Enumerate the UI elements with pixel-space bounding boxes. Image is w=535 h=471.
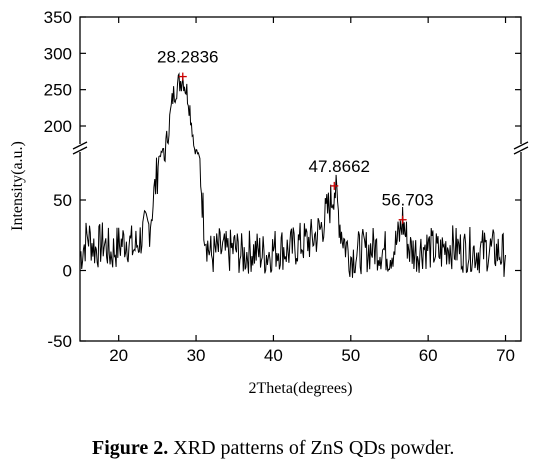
y-axis-break xyxy=(72,141,529,155)
peak-label-0: 28.2836 xyxy=(157,48,218,67)
y-tick-label-6: -50 xyxy=(47,332,72,351)
y-tick-label-1: 300 xyxy=(44,44,72,63)
peak-label-2: 56.703 xyxy=(382,191,434,210)
y-ticks: 350 300 250 200 50 0 -50 xyxy=(44,8,521,351)
plot-area: 28.2836 47.8662 56.703 xyxy=(79,48,506,278)
y-tick-label-4: 50 xyxy=(53,191,72,210)
y-break-slash-bottom-right xyxy=(513,146,529,155)
xrd-chart: 28.2836 47.8662 56.703 20 30 40 50 60 70 350 300… xyxy=(9,8,529,397)
y-tick-label-5: 0 xyxy=(63,262,72,281)
plot-frame xyxy=(79,16,522,342)
peak-markers: 28.2836 47.8662 56.703 xyxy=(157,48,434,224)
y-break-gap-left xyxy=(73,144,87,152)
figure-caption: Figure 2. XRD patterns of ZnS QDs powder… xyxy=(92,437,532,460)
caption-text: XRD patterns of ZnS QDs powder. xyxy=(168,437,455,459)
y-tick-label-3: 200 xyxy=(44,117,72,136)
x-tick-label-1: 30 xyxy=(187,346,206,365)
x-tick-label-3: 50 xyxy=(341,346,360,365)
x-ticks: 20 30 40 50 60 70 xyxy=(109,17,515,365)
x-tick-label-4: 60 xyxy=(419,346,438,365)
y-break-slash-top-right xyxy=(513,141,529,150)
y-tick-label-0: 350 xyxy=(44,8,72,27)
y-break-gap-right xyxy=(514,144,528,152)
y-break-slash-top-left xyxy=(72,141,88,150)
caption-figure-number: Figure 2. xyxy=(92,437,169,459)
axes: 20 30 40 50 60 70 350 300 250 200 50 0 -50 xyxy=(44,8,529,365)
x-tick-label-2: 40 xyxy=(264,346,283,365)
y-tick-label-2: 250 xyxy=(44,81,72,100)
y-break-slash-bottom-left xyxy=(72,146,88,155)
x-tick-label-0: 20 xyxy=(109,346,128,365)
y-axis-title: Intensity(a.u.) xyxy=(9,141,26,231)
peak-label-1: 47.8662 xyxy=(309,157,370,176)
x-axis-title: 2Theta(degrees) xyxy=(249,380,353,397)
xrd-pattern-line xyxy=(79,72,506,278)
x-tick-label-5: 70 xyxy=(496,346,515,365)
